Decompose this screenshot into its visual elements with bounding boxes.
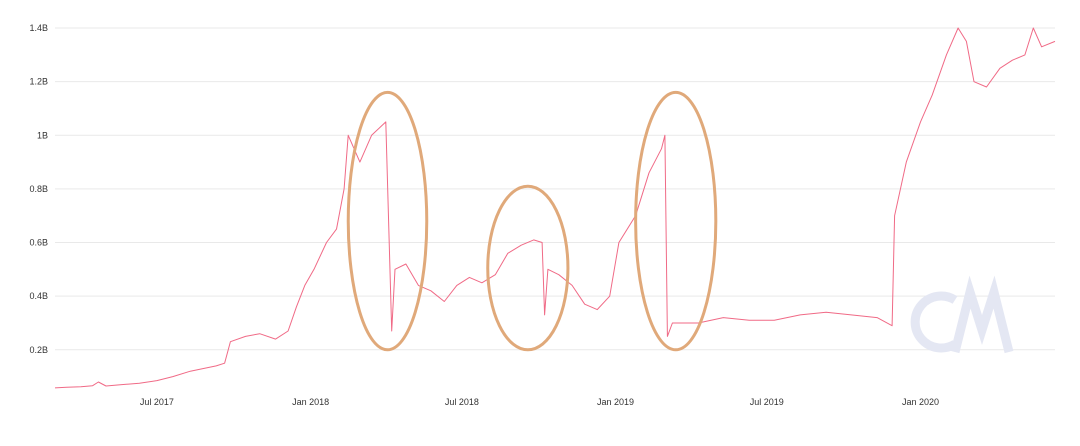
y-tick-label: 1B bbox=[37, 130, 48, 140]
y-axis-tick-labels: 0.2B 0.4B 0.6B 0.8B 1B 1.2B 1.4B bbox=[29, 23, 48, 355]
x-tick-label: Jul 2017 bbox=[140, 397, 174, 407]
watermark-letter-c bbox=[910, 291, 958, 353]
highlight-ellipse bbox=[346, 90, 429, 352]
cm-watermark-logo bbox=[910, 275, 1014, 354]
watermark-letters bbox=[910, 275, 1014, 354]
highlight-ellipse bbox=[486, 184, 570, 352]
y-tick-label: 0.8B bbox=[29, 184, 48, 194]
series-line bbox=[54, 27, 1056, 389]
watermark-letter-m bbox=[950, 275, 1014, 354]
highlight-ellipse bbox=[634, 90, 718, 352]
series-lines bbox=[54, 27, 1056, 389]
y-tick-label: 1.2B bbox=[29, 77, 48, 87]
x-tick-label: Jan 2018 bbox=[292, 397, 329, 407]
y-tick-label: 0.4B bbox=[29, 291, 48, 301]
x-tick-label: Jan 2019 bbox=[597, 397, 634, 407]
x-tick-label: Jul 2018 bbox=[445, 397, 479, 407]
highlight-ellipses bbox=[346, 90, 718, 352]
grid bbox=[55, 27, 1055, 351]
y-tick-label: 0.6B bbox=[29, 238, 48, 248]
x-tick-label: Jan 2020 bbox=[902, 397, 939, 407]
y-tick-label: 0.2B bbox=[29, 345, 48, 355]
x-tick-label: Jul 2019 bbox=[750, 397, 784, 407]
x-axis-tick-labels: Jul 2017 Jan 2018 Jul 2018 Jan 2019 Jul 2019… bbox=[140, 397, 939, 407]
y-tick-label: 1.4B bbox=[29, 23, 48, 33]
